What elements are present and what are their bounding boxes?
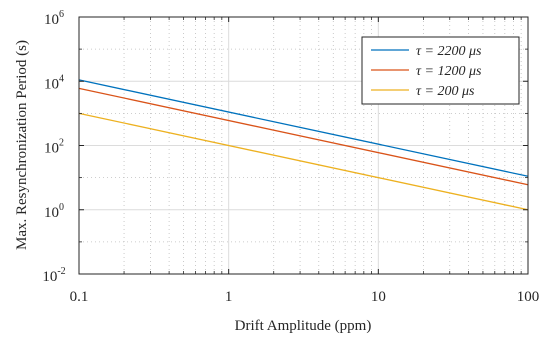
- y-tick-labels: 10-2 100 102 104 106: [42, 9, 65, 285]
- x-tick-label: 10: [371, 289, 386, 305]
- legend-label: τ = 200 μs: [416, 84, 475, 99]
- y-axis-label: Max. Resynchronization Period (s): [14, 40, 30, 250]
- x-tick-label: 100: [517, 289, 540, 305]
- x-axis-label: Drift Amplitude (ppm): [235, 318, 372, 334]
- y-tick-label: 104: [44, 73, 64, 92]
- y-tick-label: 100: [44, 202, 64, 221]
- y-tick-label: 102: [44, 138, 64, 157]
- y-tick-label: 106: [44, 9, 64, 28]
- legend-label: τ = 2200 μs: [416, 44, 482, 59]
- x-tick-labels: 0.1 1 10 100: [70, 289, 540, 305]
- legend: τ = 2200 μs τ = 1200 μs τ = 200 μs: [361, 36, 520, 105]
- series-line: [78, 112, 529, 211]
- series-lines: [78, 79, 529, 211]
- y-tick-label: 10-2: [42, 266, 65, 285]
- legend-label: τ = 1200 μs: [416, 64, 482, 79]
- axis-ticks: [78, 16, 529, 275]
- series-line: [78, 79, 529, 177]
- series-line: [78, 87, 529, 186]
- x-tick-label: 0.1: [70, 289, 89, 305]
- x-tick-label: 1: [225, 289, 233, 305]
